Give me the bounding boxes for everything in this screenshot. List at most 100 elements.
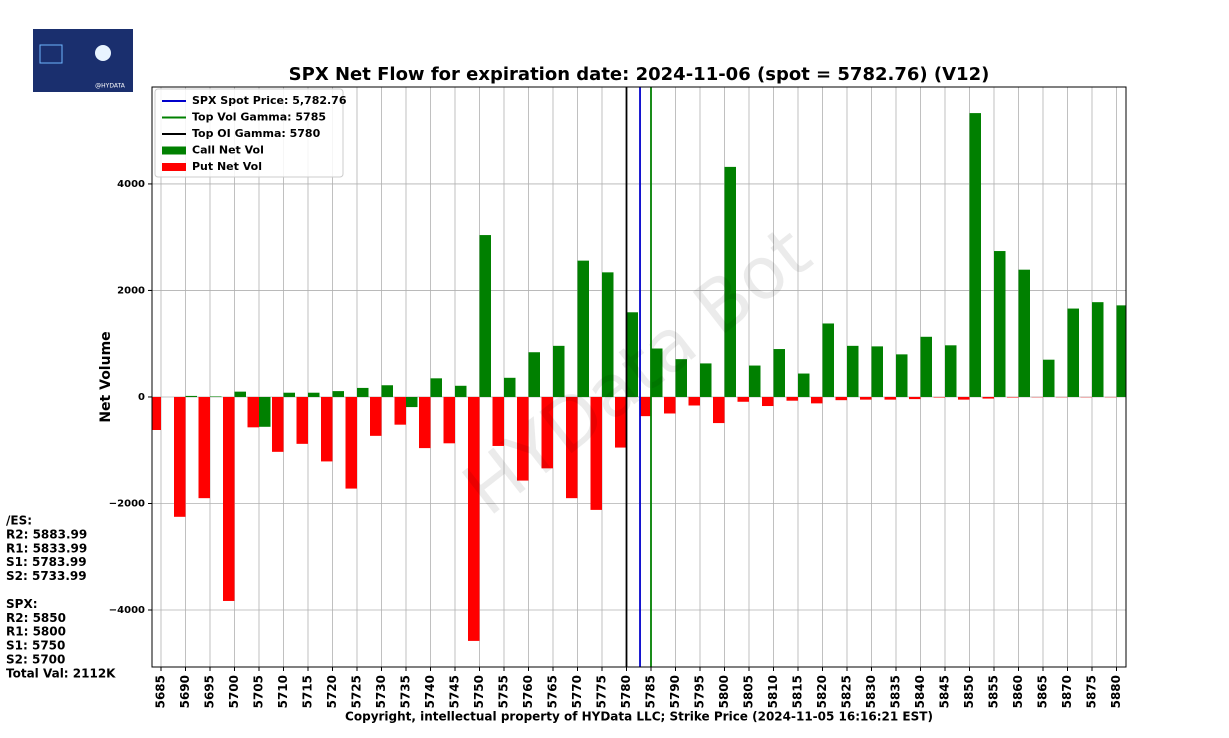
bar <box>860 396 872 400</box>
bar <box>296 396 308 444</box>
x-tick-label: 5825 <box>840 675 854 708</box>
side-text: R2: 5850 <box>6 611 66 625</box>
bar <box>688 396 700 406</box>
bar <box>969 113 981 397</box>
chart-title: SPX Net Flow for expiration date: 2024-1… <box>289 64 990 85</box>
x-tick-label: 5725 <box>350 675 364 708</box>
bar <box>174 396 186 517</box>
x-tick-label: 5875 <box>1085 675 1099 708</box>
x-tick-label: 5740 <box>423 675 437 708</box>
bar <box>566 396 578 499</box>
bar <box>811 396 823 404</box>
x-tick-label: 5775 <box>595 675 609 708</box>
bar <box>639 396 651 417</box>
bar <box>896 354 908 397</box>
bar <box>234 391 246 397</box>
x-tick-label: 5735 <box>399 675 413 708</box>
bar <box>198 396 210 499</box>
legend-label: Call Net Vol <box>192 144 264 157</box>
bar <box>357 387 369 397</box>
bar <box>210 396 222 397</box>
x-tick-label: 5880 <box>1109 675 1123 708</box>
bar <box>651 348 663 397</box>
x-tick-label: 5850 <box>962 675 976 708</box>
x-tick-label: 5845 <box>938 675 952 708</box>
x-tick-label: 5765 <box>546 675 560 708</box>
y-axis-title: Net Volume <box>98 331 114 422</box>
legend-label: Top OI Gamma: 5780 <box>192 127 321 140</box>
x-tick-label: 5865 <box>1036 675 1050 708</box>
x-tick-label: 5855 <box>987 675 1001 708</box>
bar <box>1092 302 1104 397</box>
bar <box>492 396 504 446</box>
bar <box>994 251 1006 397</box>
bar <box>847 345 859 397</box>
logo-text: @HYDATA <box>95 83 126 90</box>
bar <box>884 396 896 400</box>
bar <box>247 396 259 428</box>
y-tick-label: −2000 <box>109 498 145 509</box>
x-tick-label: 5800 <box>717 675 731 708</box>
bar <box>786 396 798 401</box>
bar <box>455 385 467 397</box>
y-tick-label: 2000 <box>117 285 145 296</box>
x-tick-label: 5700 <box>227 675 241 708</box>
bar <box>479 235 491 397</box>
bar <box>553 345 565 397</box>
bar <box>909 396 921 400</box>
x-tick-label: 5730 <box>374 675 388 708</box>
legend-swatch <box>162 163 186 171</box>
bar <box>835 396 847 401</box>
bar <box>945 345 957 397</box>
bar <box>664 396 676 414</box>
bar <box>590 396 602 510</box>
bar <box>737 396 749 402</box>
bar <box>321 396 333 462</box>
bar <box>1116 305 1126 397</box>
logo: @HYDATA <box>33 29 133 92</box>
logo-bg <box>33 29 133 92</box>
x-tick-label: 5860 <box>1011 675 1025 708</box>
x-tick-label: 5815 <box>791 675 805 708</box>
bar <box>419 396 431 449</box>
bar <box>381 385 393 397</box>
side-text: Total Val: 2112K <box>6 666 116 680</box>
x-tick-label: 5820 <box>815 675 829 708</box>
x-tick-label: 5690 <box>178 675 192 708</box>
x-tick-label: 5830 <box>864 675 878 708</box>
bar <box>406 396 418 408</box>
side-text: R1: 5833.99 <box>6 541 87 555</box>
x-tick-label: 5780 <box>619 675 633 708</box>
legend-label: Top Vol Gamma: 5785 <box>192 111 326 124</box>
x-tick-label: 5805 <box>742 675 756 708</box>
x-tick-label: 5795 <box>693 675 707 708</box>
bar <box>626 312 638 397</box>
side-text: S2: 5700 <box>6 653 65 667</box>
bar <box>933 396 945 398</box>
bar <box>332 391 344 397</box>
bar <box>541 396 553 469</box>
bar <box>749 365 761 397</box>
x-axis-title: Copyright, intellectual property of HYDa… <box>345 710 933 724</box>
x-tick-label: 5840 <box>913 675 927 708</box>
bar <box>871 346 883 397</box>
legend-box <box>154 88 344 178</box>
x-tick-label: 5695 <box>203 675 217 708</box>
bar <box>283 392 295 397</box>
bar <box>185 395 197 397</box>
side-text: S1: 5783.99 <box>6 555 87 569</box>
bar <box>724 166 736 397</box>
bar <box>443 396 455 444</box>
side-text: R1: 5800 <box>6 625 66 639</box>
bar <box>152 396 161 430</box>
bar <box>700 363 712 397</box>
bar <box>528 352 540 397</box>
bar <box>958 396 970 400</box>
legend-swatch <box>162 146 186 155</box>
x-tick-label: 5770 <box>570 675 584 708</box>
logo-bulb <box>95 45 111 61</box>
side-text: S1: 5750 <box>6 639 65 653</box>
x-tick-label: 5715 <box>301 675 315 708</box>
bar <box>259 396 271 427</box>
